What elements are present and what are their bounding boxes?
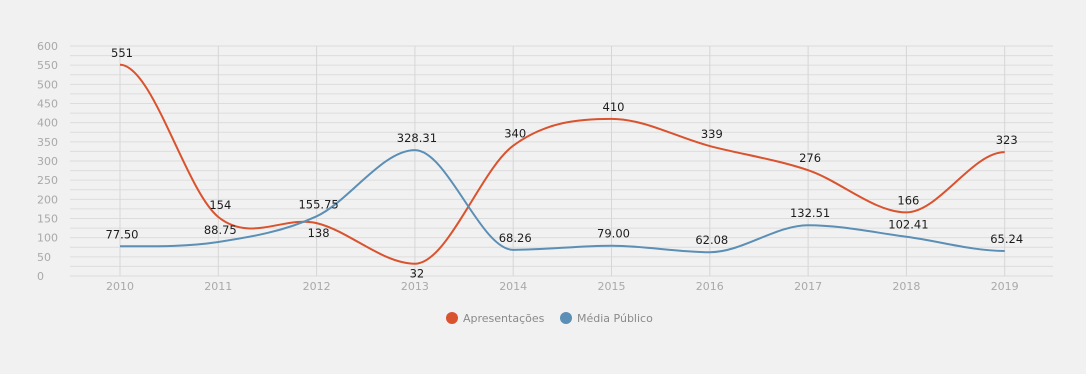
data-labels: 551 154 138 32 340 410 339 276 166 323 77.50 88.75 1… <box>106 46 1024 281</box>
y-tick-label: 200 <box>37 193 58 206</box>
data-label: 410 <box>603 100 625 114</box>
data-label: 77.50 <box>106 227 139 241</box>
y-tick-label: 600 <box>37 40 58 53</box>
data-point <box>119 245 122 248</box>
y-tick-label: 550 <box>37 59 58 72</box>
data-point <box>413 262 416 265</box>
x-tick-label: 2015 <box>598 280 626 293</box>
data-point <box>708 145 711 148</box>
y-tick-label: 350 <box>37 136 58 149</box>
y-tick-label: 250 <box>37 174 58 187</box>
y-tick-label: 0 <box>37 270 44 283</box>
y-tick-label: 450 <box>37 98 58 111</box>
data-label: 340 <box>504 127 526 141</box>
legend-marker[interactable] <box>446 312 458 324</box>
y-tick-label: 400 <box>37 117 58 130</box>
x-tick-label: 2018 <box>892 280 920 293</box>
x-tick-label: 2014 <box>499 280 527 293</box>
data-label: 276 <box>799 151 821 165</box>
y-axis-ticks: 0 50 100 150 200 250 300 350 400 450 500 550 600 <box>37 40 58 283</box>
data-label: 102.41 <box>888 218 928 232</box>
y-tick-label: 500 <box>37 78 58 91</box>
y-tick-label: 100 <box>37 232 58 245</box>
x-tick-label: 2013 <box>401 280 429 293</box>
data-point <box>217 215 220 218</box>
y-tick-label: 300 <box>37 155 58 168</box>
data-point <box>905 235 908 238</box>
data-label: 79.00 <box>597 227 630 241</box>
y-tick-label: 150 <box>37 213 58 226</box>
data-point <box>807 224 810 227</box>
legend: Apresentações Média Público <box>446 312 653 325</box>
data-point <box>708 251 711 254</box>
grid <box>70 45 1053 277</box>
data-label: 339 <box>701 127 723 141</box>
data-label: 323 <box>996 133 1018 147</box>
data-label: 551 <box>111 46 133 60</box>
x-tick-label: 2011 <box>204 280 232 293</box>
series-line-1 <box>119 149 1005 254</box>
legend-label[interactable]: Apresentações <box>463 312 545 325</box>
series-line-0 <box>119 63 1005 265</box>
data-label: 132.51 <box>790 206 830 220</box>
data-point <box>807 169 810 172</box>
data-point <box>1003 151 1006 154</box>
data-point <box>413 149 416 152</box>
data-point <box>905 211 908 214</box>
legend-label[interactable]: Média Público <box>577 312 653 325</box>
data-label: 68.26 <box>499 231 532 245</box>
x-axis-ticks: 2010 2011 2012 2013 2014 2015 2016 2017 2018 2019 <box>106 280 1019 293</box>
data-point <box>1003 249 1006 252</box>
series-lines <box>119 63 1006 265</box>
data-label: 328.31 <box>397 131 437 145</box>
data-point <box>315 215 318 218</box>
data-label: 88.75 <box>204 223 237 237</box>
data-label: 62.08 <box>695 233 728 247</box>
data-point <box>512 144 515 147</box>
data-label: 154 <box>209 198 231 212</box>
x-tick-label: 2010 <box>106 280 134 293</box>
x-tick-label: 2019 <box>991 280 1019 293</box>
y-tick-label: 50 <box>37 251 51 264</box>
data-label: 32 <box>410 267 425 281</box>
data-point <box>610 117 613 120</box>
data-label: 65.24 <box>990 232 1023 246</box>
data-point <box>610 244 613 247</box>
data-point <box>512 248 515 251</box>
data-label: 166 <box>897 193 919 207</box>
x-tick-label: 2017 <box>794 280 822 293</box>
x-tick-label: 2012 <box>303 280 331 293</box>
data-label: 138 <box>308 226 330 240</box>
legend-marker[interactable] <box>560 312 572 324</box>
data-point <box>315 222 318 225</box>
x-tick-label: 2016 <box>696 280 724 293</box>
data-point <box>217 240 220 243</box>
data-label: 155.75 <box>298 197 338 211</box>
data-point <box>119 63 122 66</box>
